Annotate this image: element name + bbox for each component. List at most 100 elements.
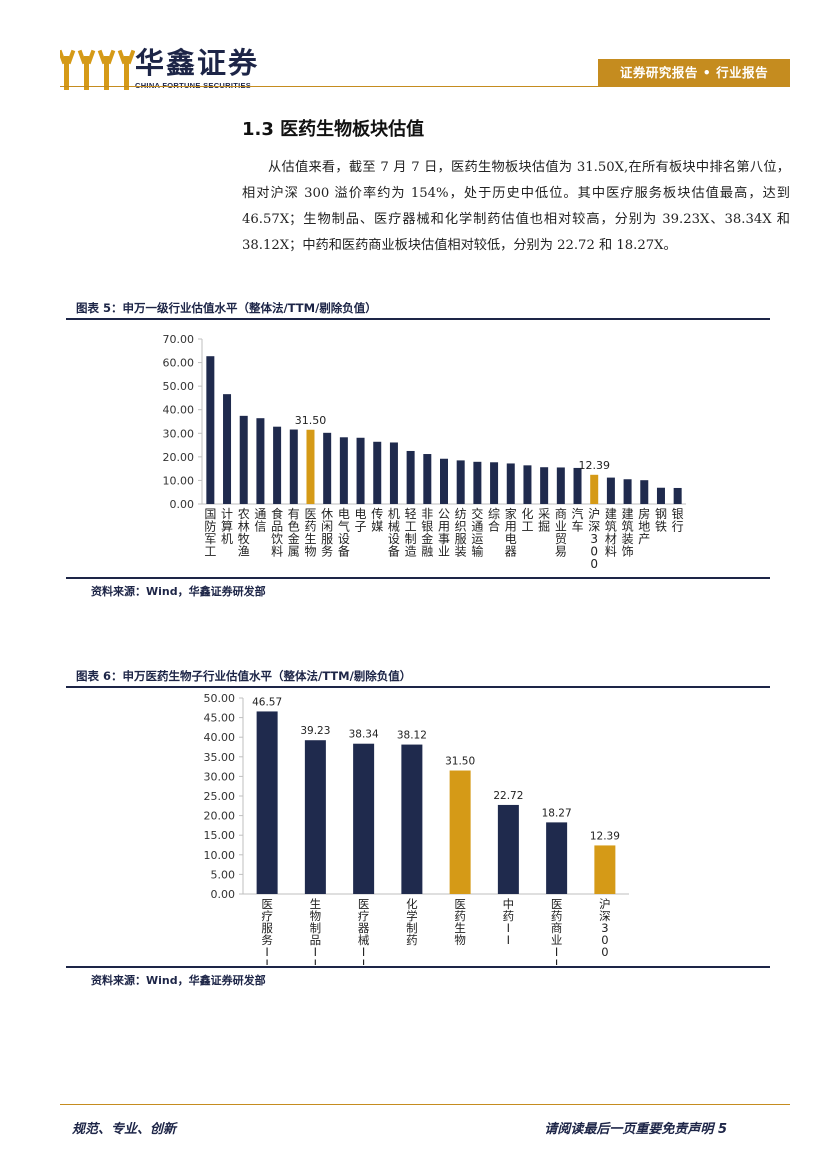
category-label: 建筑材料 xyxy=(605,507,617,559)
section-title: 1.3 医药生物板块估值 xyxy=(242,119,425,140)
bar-20 xyxy=(540,467,549,504)
bar-8 xyxy=(339,437,348,504)
y-tick-label: 0.00 xyxy=(170,498,195,511)
figure6-title: 图表 6：申万医药生物子行业估值水平（整体法/TTM/剔除负值） xyxy=(76,669,412,683)
bar-value-label: 12.39 xyxy=(590,830,620,842)
bar-3 xyxy=(256,418,265,504)
bar-value-label: 18.27 xyxy=(542,807,572,819)
bar-12 xyxy=(406,450,415,504)
bar-6 xyxy=(306,429,315,504)
category-label: 电子 xyxy=(355,507,367,534)
bar-10 xyxy=(373,441,382,504)
category-label: 商业贸易 xyxy=(555,506,567,559)
bar-value-label: 39.23 xyxy=(300,725,330,737)
figure5-bottom-rule xyxy=(66,577,770,579)
bar-21 xyxy=(556,467,565,504)
figure5-top-rule xyxy=(66,318,770,320)
bar-2 xyxy=(353,743,375,894)
y-tick-label: 70.00 xyxy=(163,333,195,346)
category-label: 传媒 xyxy=(371,506,383,534)
bar-23 xyxy=(590,474,599,504)
category-label: 电气设备 xyxy=(338,507,350,559)
bar-value-label: 22.72 xyxy=(493,790,523,802)
logo-chinese-name: 华鑫证券 xyxy=(135,46,260,80)
bar-value-label: 38.12 xyxy=(397,730,427,742)
figure6-top-rule xyxy=(66,686,770,688)
y-tick-label: 50.00 xyxy=(163,380,195,393)
figure5-title: 图表 5：申万一级行业估值水平（整体法/TTM/剔除负值） xyxy=(76,301,377,315)
chart-pharma-sub-valuation: 0.00 5.00 10.00 15.00 20.00 25.00 30.00 35.00 40… xyxy=(204,692,629,965)
logo-english-name: CHINA FORTUNE SECURITIES xyxy=(135,81,251,90)
category-label: 综合 xyxy=(488,507,500,534)
report-type-tab: 证券研究报告 • 行业报告 xyxy=(598,59,790,86)
category-label: 家用电器 xyxy=(505,506,517,559)
y-tick-label: 40.00 xyxy=(204,731,236,744)
category-label: 医药商业 I I xyxy=(551,897,563,965)
bar-27 xyxy=(656,487,665,504)
figure6-source: 资料来源：Wind，华鑫证券研发部 xyxy=(91,974,266,987)
y-tick-label: 0.00 xyxy=(211,888,236,901)
category-label: 沪深 3 0 0 xyxy=(588,507,600,571)
category-label: 化学制药 xyxy=(406,897,418,947)
bar-24 xyxy=(606,477,615,504)
figure5-source: 资料来源：Wind，华鑫证券研发部 xyxy=(91,585,266,598)
y-tick-label: 30.00 xyxy=(163,427,195,440)
category-label: 机械设备 xyxy=(388,507,400,559)
category-label: 计算机 xyxy=(221,507,233,546)
bar-value-label: 31.50 xyxy=(295,414,327,427)
category-label: 中药 I I xyxy=(503,897,515,947)
category-label: 非银金融 xyxy=(421,507,433,559)
category-label: 食品饮料 xyxy=(271,506,283,559)
category-label: 采掘 xyxy=(538,507,550,534)
y-tick-label: 40.00 xyxy=(163,404,195,417)
category-label: 银行 xyxy=(672,507,684,534)
bar-14 xyxy=(440,458,448,504)
bar-11 xyxy=(389,442,398,504)
footer-divider xyxy=(60,1104,790,1105)
bar-17 xyxy=(490,462,499,504)
y-tick-label: 50.00 xyxy=(204,692,236,705)
bar-7 xyxy=(323,432,332,504)
category-label: 公用事业 xyxy=(438,507,450,559)
category-label: 有色金属 xyxy=(288,507,300,559)
bar-5 xyxy=(289,429,298,504)
bar-value-label: 46.57 xyxy=(252,696,282,708)
bar-13 xyxy=(423,454,432,504)
bar-3 xyxy=(401,744,423,894)
footer-slogan: 规范、专业、创新 xyxy=(72,1122,177,1137)
bar-value-label: 31.50 xyxy=(445,756,475,768)
category-label: 房地产 xyxy=(638,506,650,546)
bar-1 xyxy=(223,394,232,504)
category-label: 建筑装饰 xyxy=(622,507,634,559)
figure6-bottom-rule xyxy=(66,966,770,968)
bar-6 xyxy=(546,822,568,894)
y-tick-label: 30.00 xyxy=(204,770,236,783)
category-label: 纺织服装 xyxy=(455,507,467,559)
bar-value-label: 12.39 xyxy=(578,459,610,472)
y-tick-label: 25.00 xyxy=(204,790,236,803)
bar-1 xyxy=(304,740,326,894)
bar-25 xyxy=(623,479,632,504)
category-label: 沪深 3 0 0 xyxy=(599,897,611,959)
bar-16 xyxy=(473,461,482,504)
y-tick-label: 15.00 xyxy=(204,829,236,842)
y-tick-label: 35.00 xyxy=(204,751,236,764)
section-paragraph: 从估值来看，截至 7 月 7 日，医药生物板块估值为 31.50X,在所有板块中… xyxy=(242,160,790,253)
bar-0 xyxy=(256,711,278,894)
y-tick-label: 10.00 xyxy=(163,474,195,487)
y-tick-label: 60.00 xyxy=(163,357,195,370)
bar-4 xyxy=(449,770,471,894)
bar-4 xyxy=(273,426,282,504)
bar-9 xyxy=(356,437,365,504)
bar-7 xyxy=(594,845,616,894)
category-label: 汽车 xyxy=(572,506,584,534)
category-label: 医药生物 xyxy=(304,507,316,559)
category-label: 钢铁 xyxy=(655,507,667,534)
header-divider xyxy=(60,86,790,87)
bar-2 xyxy=(239,415,248,504)
category-label: 医药生物 xyxy=(454,897,466,947)
category-label: 生物制品 I I xyxy=(310,897,322,965)
category-label: 国防军工 xyxy=(204,507,216,559)
category-label: 交通运输 xyxy=(471,506,483,559)
category-label: 休闲服务 xyxy=(321,507,333,559)
